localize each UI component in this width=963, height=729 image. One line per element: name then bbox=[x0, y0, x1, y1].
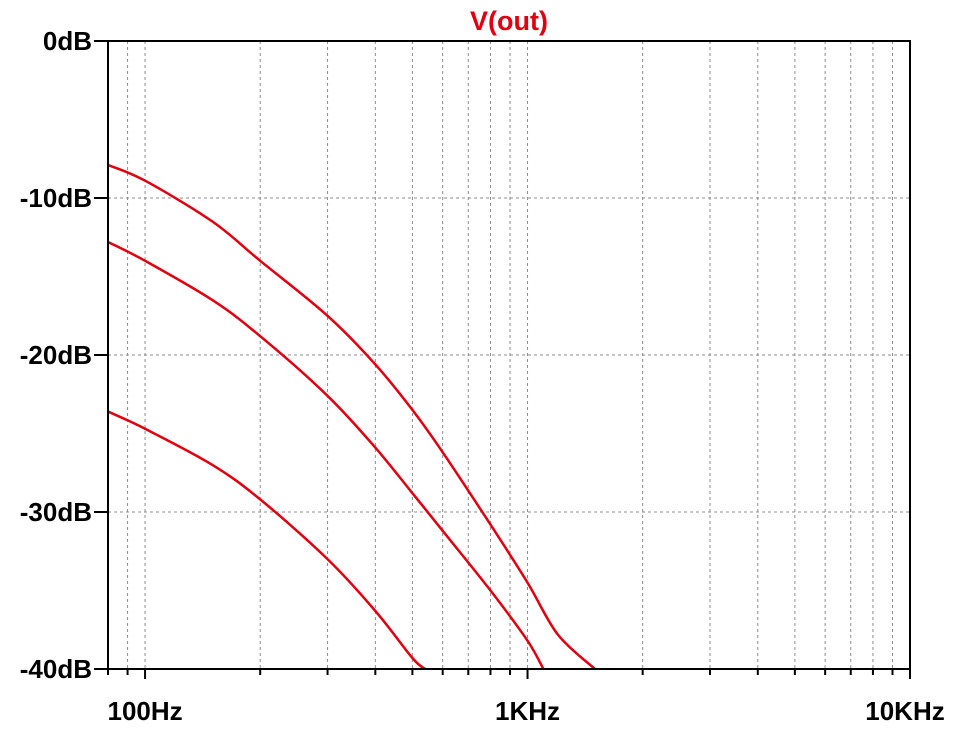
x-tick-label: 1KHz bbox=[495, 696, 560, 726]
axis-ticks bbox=[94, 40, 911, 679]
series-line-1 bbox=[107, 163, 596, 670]
chart-title: V(out) bbox=[470, 6, 548, 36]
y-tick-label: -40dB bbox=[20, 654, 92, 684]
series-line-2 bbox=[107, 240, 545, 670]
series-group bbox=[107, 163, 596, 671]
y-tick-label: 0dB bbox=[43, 26, 92, 56]
x-tick-label: 100Hz bbox=[107, 696, 182, 726]
x-tick-label: 10KHz bbox=[865, 696, 944, 726]
y-tick-label: -30dB bbox=[20, 497, 92, 527]
grid bbox=[108, 41, 910, 669]
y-tick-label: -10dB bbox=[20, 183, 92, 213]
tick-labels: 0dB -10dB -20dB -30dB -40dB 100Hz 1KHz 10KHz bbox=[20, 26, 945, 726]
series-line-3 bbox=[107, 410, 427, 671]
y-tick-label: -20dB bbox=[20, 340, 92, 370]
